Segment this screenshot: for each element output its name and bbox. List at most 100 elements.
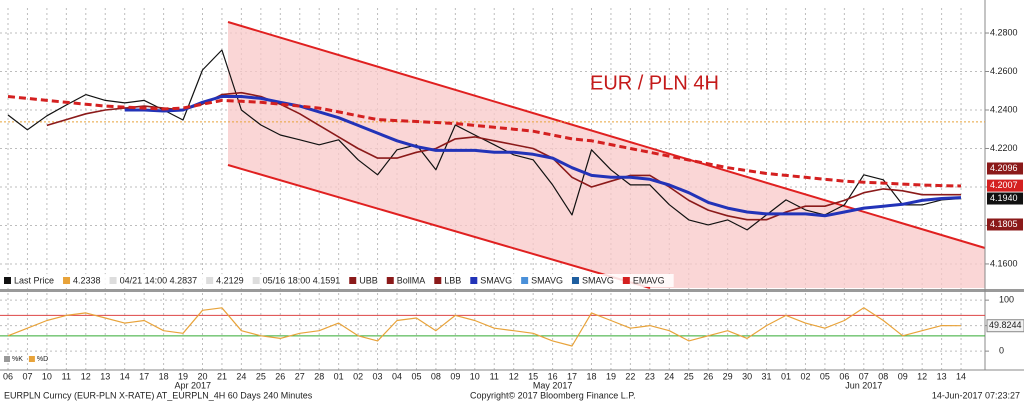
x-tick-label: 22 <box>625 371 635 381</box>
x-tick-label: 13 <box>937 371 947 381</box>
x-tick-label: 19 <box>178 371 188 381</box>
month-label: Jun 2017 <box>845 380 882 390</box>
legend-label: BollMA <box>397 275 426 285</box>
legend-swatch <box>571 277 579 284</box>
legend-label: LBB <box>444 275 461 285</box>
legend-label: SMAVG <box>582 275 614 285</box>
x-tick-label: 17 <box>567 371 577 381</box>
legend-label: UBB <box>359 275 378 285</box>
legend-label: %D <box>37 356 48 363</box>
x-tick-label: 12 <box>509 371 519 381</box>
legend-swatch <box>206 277 214 284</box>
legend-swatch <box>109 277 117 284</box>
x-tick-label: 26 <box>703 371 713 381</box>
x-tick-label: 11 <box>62 371 71 381</box>
x-tick-label: 29 <box>723 371 733 381</box>
footer-right: 14-Jun-2017 07:23:27 <box>932 390 1020 400</box>
x-tick-label: 17 <box>139 371 149 381</box>
x-tick-label: 11 <box>490 371 499 381</box>
x-tick-label: 06 <box>3 371 13 381</box>
legend-swatch <box>386 277 394 284</box>
legend-label: SMAVG <box>480 275 512 285</box>
legend-label: 4.2338 <box>73 275 101 285</box>
y-tick-label: 4.2600 <box>990 66 1018 76</box>
x-tick-label: 20 <box>197 371 207 381</box>
legend-swatch <box>63 277 71 284</box>
legend-swatch <box>470 277 478 284</box>
oscillator-line <box>7 307 962 347</box>
x-tick-label: 10 <box>42 371 52 381</box>
osc-value-label: 49.8244 <box>989 320 1022 330</box>
y-tick-label: 4.2200 <box>990 143 1018 153</box>
x-tick-label: 08 <box>431 371 441 381</box>
x-tick-label: 02 <box>800 371 810 381</box>
legend-label: EMAVG <box>633 275 665 285</box>
osc-tick-label: 100 <box>999 295 1014 305</box>
channel-lower <box>227 164 651 289</box>
x-tick-label: 05 <box>411 371 421 381</box>
legend-swatch <box>4 277 11 284</box>
x-tick-label: 05 <box>820 371 830 381</box>
x-tick-label: 27 <box>295 371 305 381</box>
x-tick-label: 12 <box>81 371 91 381</box>
legend-swatch <box>434 277 442 284</box>
price-label-box <box>987 218 1023 231</box>
legend-label: SMAVG <box>531 275 563 285</box>
x-tick-label: 18 <box>586 371 596 381</box>
x-tick-label: 31 <box>762 371 772 381</box>
price-label: 4.2096 <box>990 163 1018 173</box>
x-tick-label: 19 <box>606 371 616 381</box>
price-label-box <box>987 162 1023 175</box>
legend-label: 4.2129 <box>216 275 244 285</box>
legend-background <box>0 274 674 287</box>
price-label: 4.2007 <box>990 180 1018 190</box>
x-tick-label: 07 <box>22 371 32 381</box>
footer-center: Copyright© 2017 Bloomberg Finance L.P. <box>470 390 636 400</box>
x-tick-label: 01 <box>781 371 791 381</box>
x-tick-label: 23 <box>645 371 655 381</box>
x-tick-label: 02 <box>353 371 363 381</box>
y-tick-label: 4.2400 <box>990 104 1018 114</box>
month-label: May 2017 <box>533 380 573 390</box>
x-tick-label: 25 <box>684 371 694 381</box>
x-tick-label: 26 <box>275 371 285 381</box>
price-label-box <box>987 192 1023 205</box>
price-label: 4.1940 <box>990 193 1018 203</box>
price-label: 4.1805 <box>990 219 1018 229</box>
legend-label: %K <box>12 356 23 363</box>
legend-swatch <box>622 277 630 284</box>
price-line <box>124 95 962 218</box>
price-line <box>7 95 962 188</box>
price-label-box <box>987 179 1023 192</box>
x-tick-label: 14 <box>120 371 130 381</box>
grid-layer <box>0 8 985 370</box>
x-tick-label: 13 <box>100 371 110 381</box>
legend-swatch <box>349 277 357 284</box>
footer-left: EURPLN Curncy (EUR-PLN X-RATE) AT_EURPLN… <box>4 390 313 400</box>
legend-label: 05/16 18:00 4.1591 <box>263 275 341 285</box>
x-tick-label: 04 <box>392 371 402 381</box>
x-tick-label: 16 <box>548 371 558 381</box>
x-tick-label: 18 <box>159 371 169 381</box>
x-tick-label: 09 <box>450 371 460 381</box>
x-tick-label: 24 <box>236 371 246 381</box>
x-tick-label: 30 <box>742 371 752 381</box>
x-tick-label: 10 <box>470 371 480 381</box>
legend-swatch <box>521 277 529 284</box>
x-tick-label: 25 <box>256 371 266 381</box>
legend-swatch <box>4 356 10 362</box>
x-tick-label: 03 <box>373 371 383 381</box>
osc-value-box <box>986 319 1024 333</box>
x-tick-label: 07 <box>859 371 869 381</box>
y-tick-label: 4.2800 <box>990 27 1018 37</box>
legend-label: 04/21 14:00 4.2837 <box>120 275 198 285</box>
legend-label: Last Price <box>14 275 54 285</box>
osc-tick-label: 0 <box>999 346 1004 356</box>
legend-swatch <box>252 277 260 284</box>
x-tick-label: 12 <box>917 371 927 381</box>
x-tick-label: 14 <box>956 371 966 381</box>
x-tick-label: 15 <box>528 371 538 381</box>
x-tick-label: 28 <box>314 371 324 381</box>
